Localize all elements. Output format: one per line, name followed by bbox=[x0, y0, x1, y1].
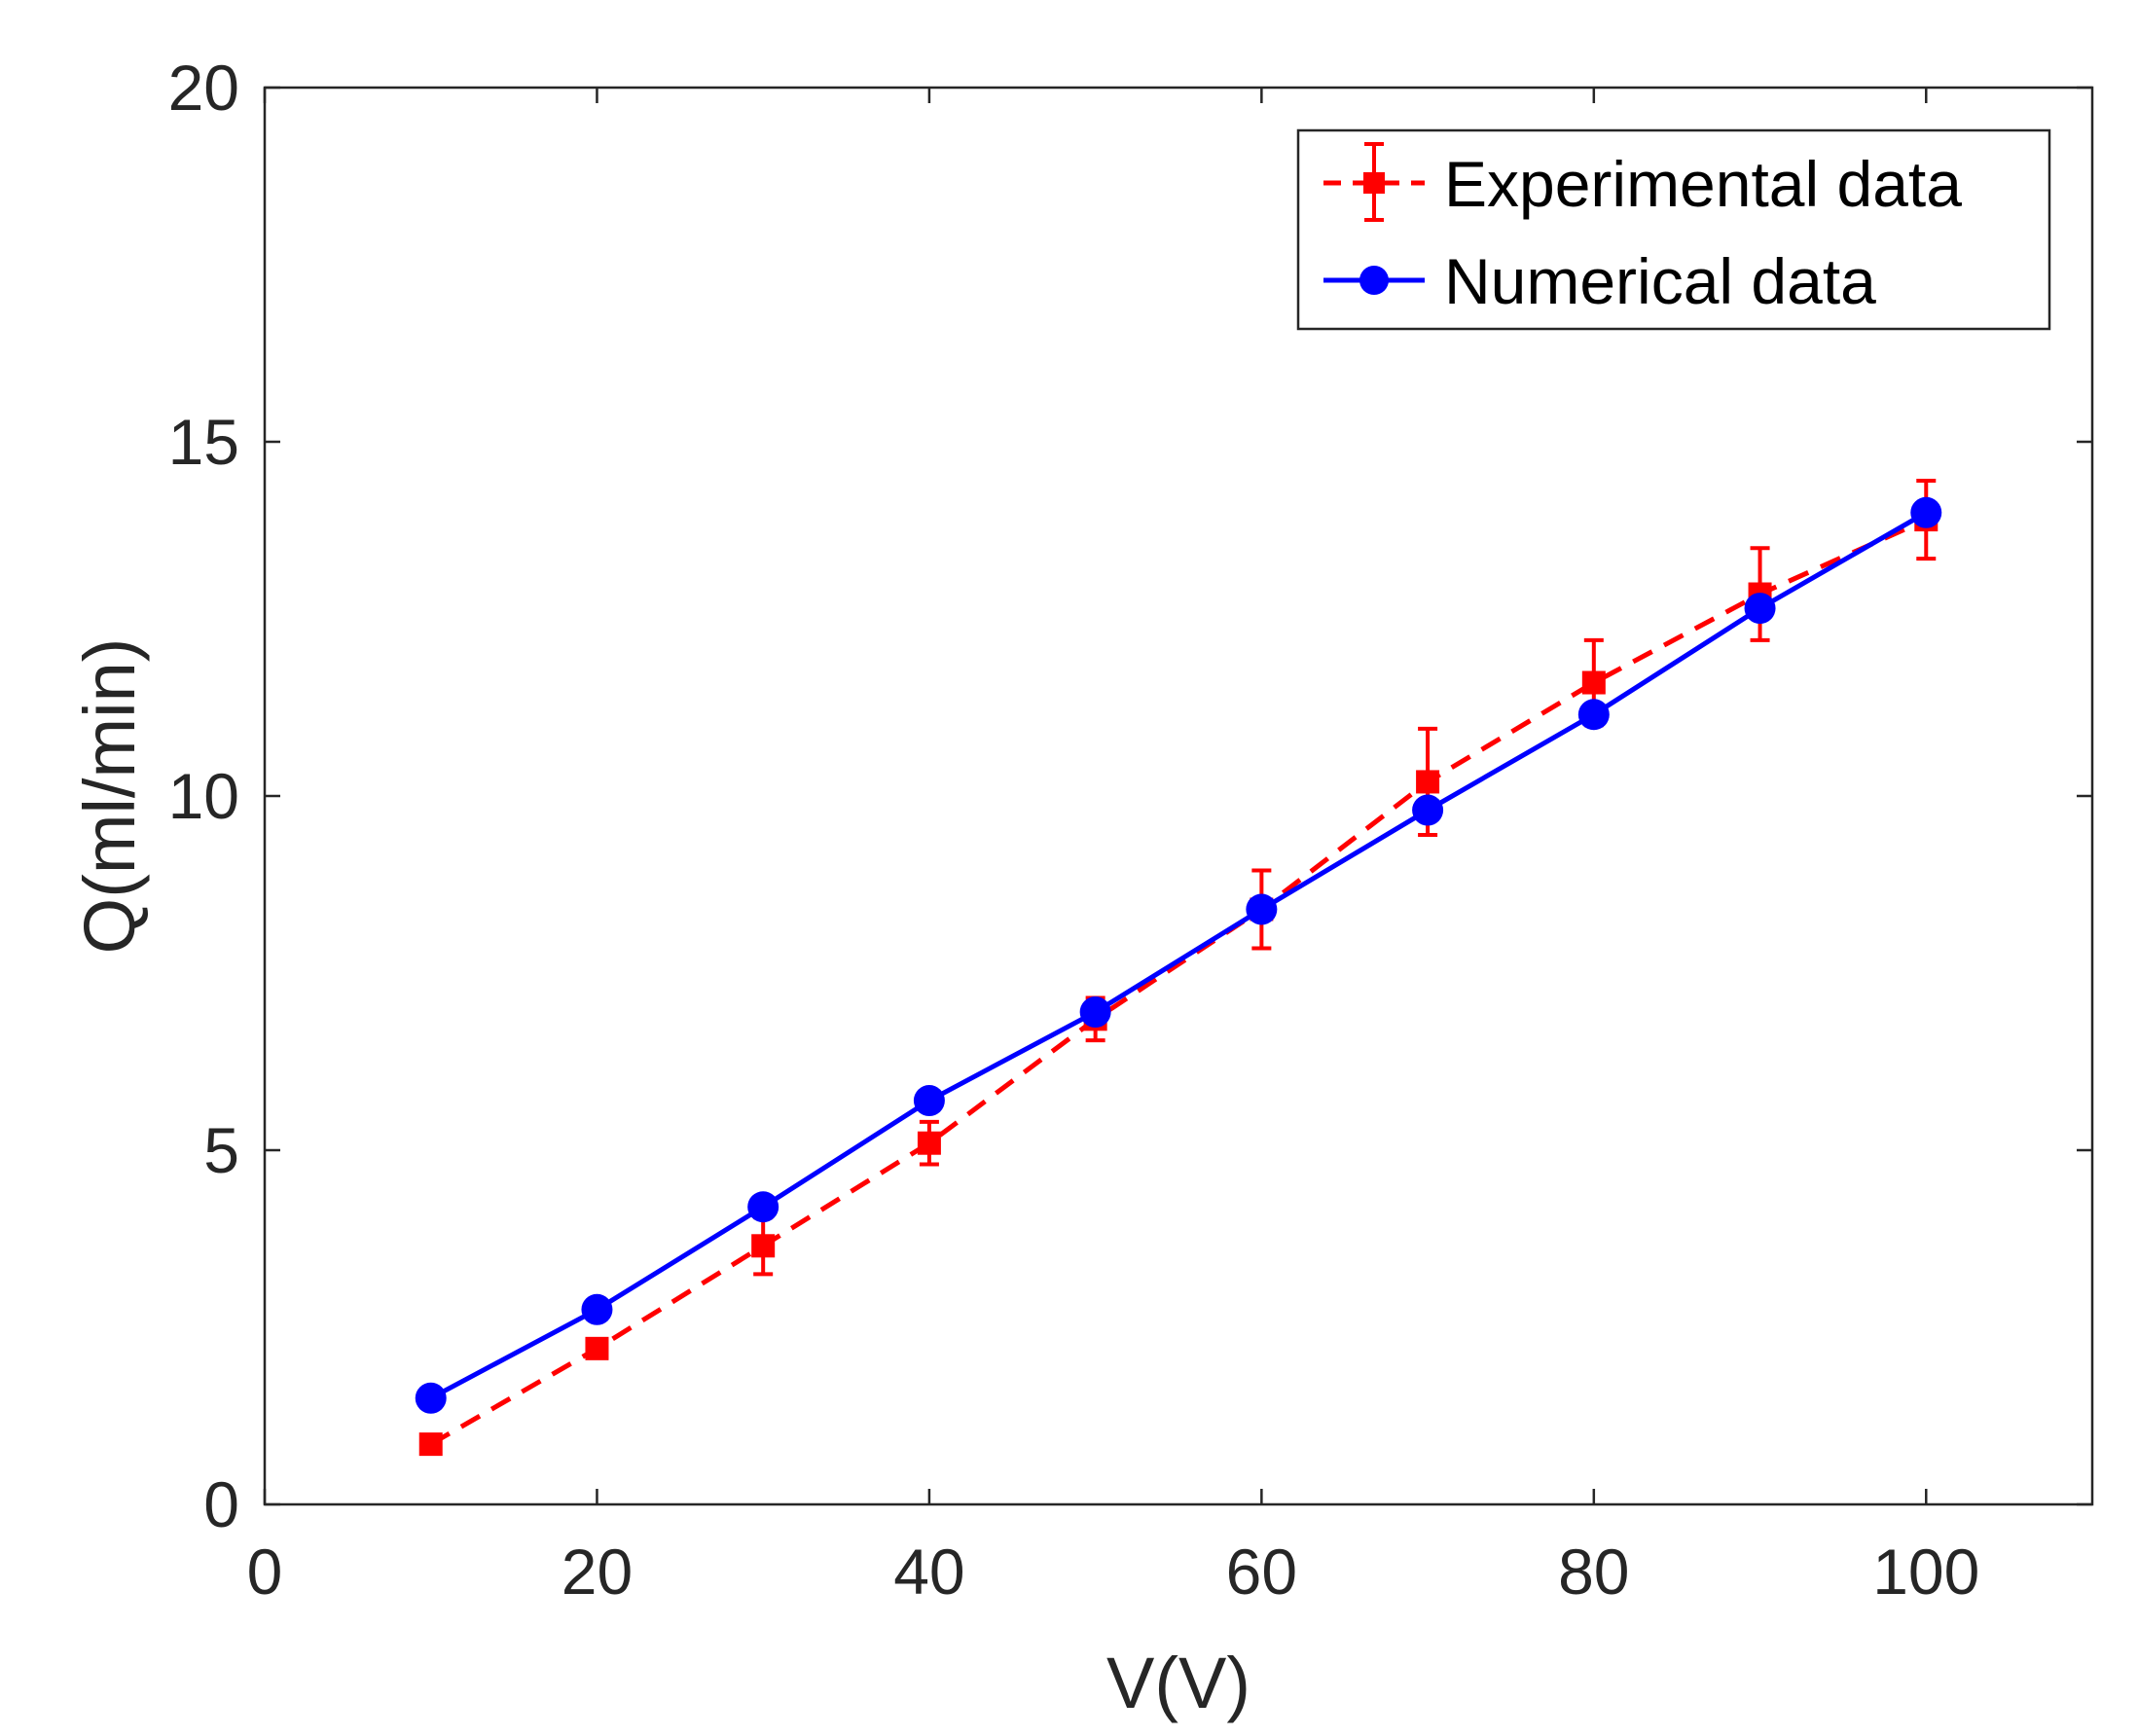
experimental-point bbox=[585, 1336, 609, 1360]
numerical-line bbox=[429, 510, 1928, 1401]
legend-marker-circle bbox=[1359, 266, 1389, 295]
y-tick-label: 10 bbox=[168, 760, 239, 832]
x-tick-label: 80 bbox=[1558, 1536, 1629, 1608]
x-axis-label: V(V) bbox=[1106, 1643, 1250, 1723]
series-layer bbox=[415, 479, 1942, 1457]
legend: Experimental data Numerical data bbox=[1296, 128, 2051, 331]
legend-box bbox=[1296, 128, 2051, 331]
axis-ticks: 0 20 40 60 80 100 0 5 10 15 20 bbox=[168, 52, 2092, 1608]
numerical-point bbox=[913, 1085, 945, 1117]
experimental-point bbox=[1581, 670, 1606, 695]
x-tick-label: 0 bbox=[247, 1536, 283, 1608]
experimental-point bbox=[917, 1131, 941, 1155]
legend-label-numerical: Numerical data bbox=[1444, 245, 1876, 317]
x-tick-label: 60 bbox=[1226, 1536, 1297, 1608]
numerical-point bbox=[1910, 496, 1942, 528]
numerical-point bbox=[415, 1382, 447, 1414]
numerical-point bbox=[747, 1191, 779, 1223]
numerical-point bbox=[1246, 893, 1278, 925]
numerical-point bbox=[581, 1293, 613, 1325]
numerical-point bbox=[1577, 699, 1610, 731]
experimental-point bbox=[1416, 770, 1440, 794]
legend-label-experimental: Experimental data bbox=[1444, 148, 1962, 220]
legend-marker-square bbox=[1363, 172, 1385, 194]
y-tick-label: 0 bbox=[203, 1468, 239, 1540]
numerical-point bbox=[1079, 996, 1111, 1029]
y-tick-label: 20 bbox=[168, 52, 239, 124]
y-axis-label: Q(ml/min) bbox=[69, 638, 150, 955]
numerical-point bbox=[1412, 794, 1444, 826]
experimental-point bbox=[751, 1234, 776, 1258]
y-tick-label: 15 bbox=[168, 406, 239, 478]
x-tick-label: 20 bbox=[562, 1536, 633, 1608]
experimental-line bbox=[429, 517, 1928, 1447]
x-tick-label: 40 bbox=[893, 1536, 964, 1608]
numerical-point bbox=[1744, 593, 1776, 625]
x-tick-label: 100 bbox=[1872, 1536, 1979, 1608]
experimental-point bbox=[418, 1432, 443, 1457]
y-tick-label: 5 bbox=[203, 1114, 239, 1186]
